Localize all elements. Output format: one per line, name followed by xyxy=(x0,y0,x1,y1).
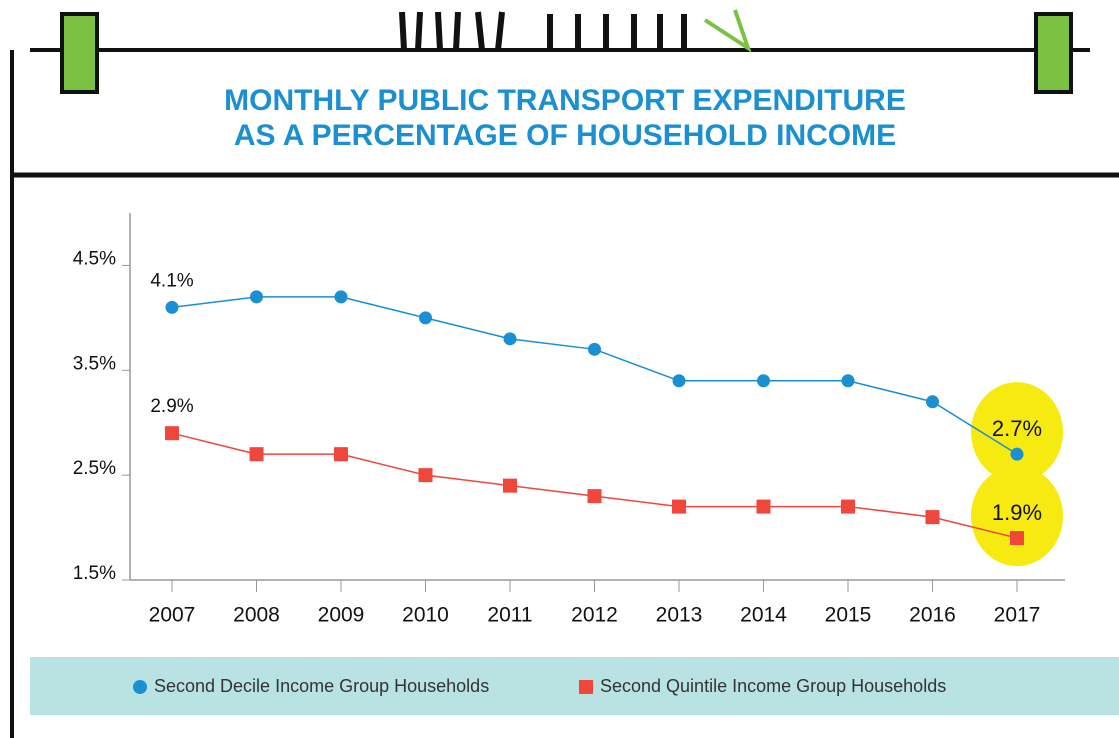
marker xyxy=(672,374,686,388)
value-label: 1.9% xyxy=(992,500,1042,525)
series-line xyxy=(171,432,1018,539)
marker xyxy=(1010,447,1024,461)
marker xyxy=(1010,531,1024,546)
decoration xyxy=(10,9,1119,738)
y-tick-label: 4.5% xyxy=(73,248,116,269)
marker xyxy=(334,290,348,304)
legend-label: Second Quintile Income Group Households xyxy=(600,676,946,696)
x-tick-label: 2017 xyxy=(994,604,1041,627)
highlight xyxy=(971,382,1063,483)
marker xyxy=(418,468,433,483)
legend-marker xyxy=(133,680,147,694)
legend-label: Second Decile Income Group Households xyxy=(154,676,489,696)
marker xyxy=(587,489,602,504)
x-tick-label: 2011 xyxy=(487,604,532,627)
series-line xyxy=(171,296,1018,455)
highlight xyxy=(971,466,1063,567)
chart-title: AS A PERCENTAGE OF HOUSEHOLD INCOME xyxy=(234,119,896,152)
marker xyxy=(503,478,517,493)
x-tick-label: 2016 xyxy=(909,604,956,627)
x-tick-label: 2007 xyxy=(149,604,196,627)
marker xyxy=(250,290,263,304)
value-label: 4.1% xyxy=(150,270,193,291)
marker xyxy=(926,395,939,409)
legend-marker xyxy=(579,680,593,694)
x-tick-label: 2015 xyxy=(825,604,872,627)
marker xyxy=(672,499,686,514)
marker xyxy=(419,311,432,325)
y-tick-label: 2.5% xyxy=(73,458,116,479)
marker xyxy=(588,342,601,356)
value-label: 2.7% xyxy=(992,416,1042,441)
chart-title: MONTHLY PUBLIC TRANSPORT EXPENDITURE xyxy=(224,84,906,117)
marker xyxy=(756,499,771,514)
marker xyxy=(334,447,348,462)
x-tick-label: 2010 xyxy=(402,604,449,627)
marker xyxy=(165,426,179,441)
x-tick-label: 2009 xyxy=(318,604,365,627)
y-tick-label: 1.5% xyxy=(73,563,116,584)
y-tick-label: 3.5% xyxy=(73,353,116,374)
marker xyxy=(757,374,770,388)
marker xyxy=(925,510,940,525)
marker xyxy=(165,300,179,314)
value-label: 2.9% xyxy=(150,396,193,417)
x-tick-label: 2013 xyxy=(656,604,703,627)
marker xyxy=(841,499,855,514)
marker xyxy=(503,332,517,346)
x-tick-label: 2014 xyxy=(740,604,787,627)
marker xyxy=(249,447,264,462)
x-tick-label: 2008 xyxy=(233,604,280,627)
x-tick-label: 2012 xyxy=(571,604,618,627)
marker xyxy=(841,374,855,388)
